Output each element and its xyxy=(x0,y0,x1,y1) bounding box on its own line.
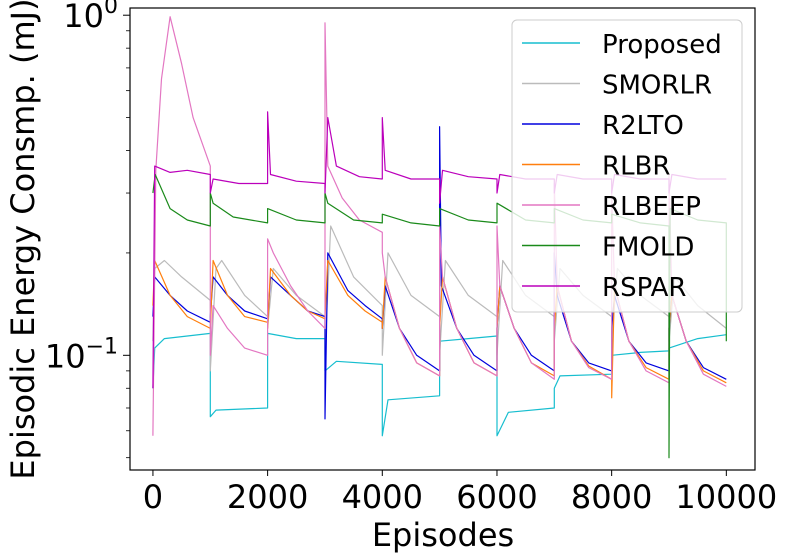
legend-label-rspar: RSPAR xyxy=(602,273,686,303)
y-axis-label: Episodic Energy Consmp. (mJ) xyxy=(4,0,42,480)
x-axis: 0 2000 4000 6000 8000 10000 xyxy=(143,470,777,516)
plot-frame xyxy=(129,7,756,471)
y-tick-label: 100 xyxy=(63,0,118,35)
x-tick-label: 6000 xyxy=(456,478,537,516)
series-line-smorlr xyxy=(152,225,727,372)
y-axis: 100 10−1 xyxy=(45,0,130,459)
legend-box xyxy=(511,19,743,313)
x-tick-label: 0 xyxy=(143,478,163,516)
x-tick-label: 10000 xyxy=(675,478,777,516)
legend: Proposed SMORLR R2LTO RLBR RLBEEP FMOLD RSPAR xyxy=(511,19,743,313)
x-tick-label: 2000 xyxy=(227,478,308,516)
legend-label-rlbr: RLBR xyxy=(602,152,670,182)
legend-label-r2lto: R2LTO xyxy=(602,111,684,141)
legend-label-smorlr: SMORLR xyxy=(602,71,712,101)
x-tick-label: 4000 xyxy=(342,478,423,516)
x-axis-label: Episodes xyxy=(372,516,514,554)
y-tick-label: 10−1 xyxy=(45,334,118,375)
legend-label-fmold: FMOLD xyxy=(602,233,694,263)
legend-label-rlbeep: RLBEEP xyxy=(602,192,701,222)
x-tick-label: 8000 xyxy=(571,478,652,516)
legend-label-proposed: Proposed xyxy=(602,30,722,60)
